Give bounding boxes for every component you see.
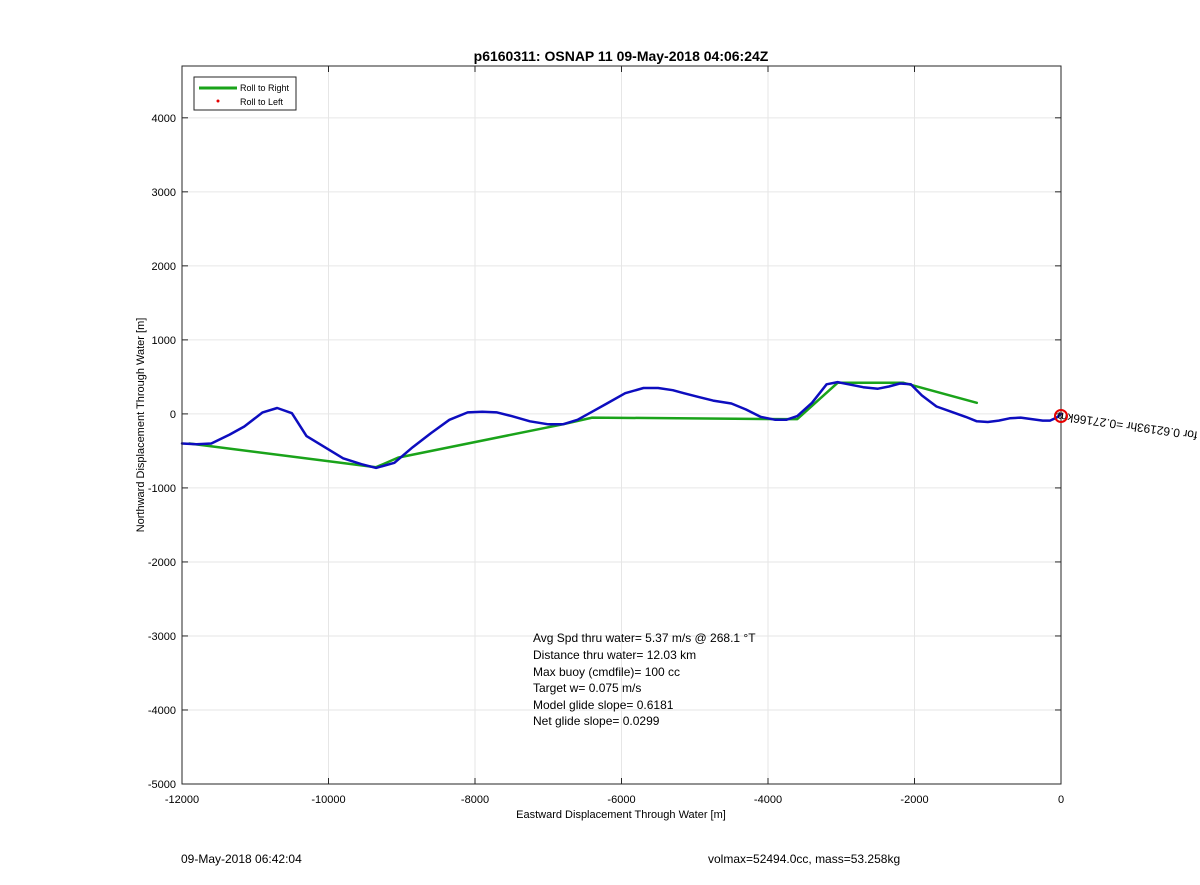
x-tick-label: -6000 (607, 794, 635, 806)
annotation-max-buoy: Max buoy (cmdfile)= 100 cc (533, 665, 680, 679)
legend-label-roll-right: Roll to Right (240, 83, 290, 93)
annotation-model-glide: Model glide slope= 0.6181 (533, 698, 674, 712)
ticks: -12000 -10000 -8000 -6000 -4000 -2000 0-5000-4… (148, 66, 1064, 806)
chart-title: p6160311: OSNAP 11 09-May-2018 04:06:24Z (474, 48, 769, 64)
legend: Roll to Right Roll to Left (193, 76, 297, 111)
annotation-target-w: Target w= 0.075 m/s (533, 681, 641, 695)
footer-mass-info: volmax=52494.0cc, mass=53.258kg (708, 852, 901, 866)
x-axis-label: Eastward Displacement Through Water [m] (516, 809, 726, 821)
annotation-net-glide: Net glide slope= 0.0299 (533, 714, 660, 728)
y-tick-label: -4000 (148, 705, 176, 717)
y-tick-label: -5000 (148, 779, 176, 791)
y-tick-label: 2000 (152, 261, 176, 273)
y-tick-label: 4000 (152, 113, 176, 125)
legend-label-roll-left: Roll to Left (240, 97, 284, 107)
footer-timestamp: 09-May-2018 06:42:04 (181, 852, 302, 866)
annotation-distance: Distance thru water= 12.03 km (533, 648, 696, 662)
y-tick-label: 0 (170, 409, 176, 421)
x-tick-label: -2000 (900, 794, 928, 806)
y-tick-label: -3000 (148, 631, 176, 643)
legend-swatch-roll-left (216, 99, 220, 103)
end-marker-circle (1054, 409, 1068, 423)
x-tick-label: 0 (1058, 794, 1064, 806)
y-tick-label: -1000 (148, 483, 176, 495)
annotation-avg-speed: Avg Spd thru water= 5.37 m/s @ 268.1 °T (533, 631, 756, 645)
y-tick-label: -2000 (148, 557, 176, 569)
legend-box (193, 76, 297, 111)
x-tick-label: -4000 (754, 794, 782, 806)
y-tick-label: 1000 (152, 335, 176, 347)
y-axis-label: Northward Displacement Through Water [m] (135, 318, 147, 533)
x-tick-label: -12000 (165, 794, 199, 806)
stats-annotation: Avg Spd thru water= 5.37 m/s @ 268.1 °T … (533, 631, 756, 728)
series-track-line (180, 380, 1063, 470)
x-tick-label: -10000 (311, 794, 345, 806)
y-tick-label: 3000 (152, 187, 176, 199)
x-tick-label: -8000 (461, 794, 489, 806)
current-annotation: Cur 0.0133m/s for 0.62193hr =0.27166km (1056, 409, 1200, 454)
